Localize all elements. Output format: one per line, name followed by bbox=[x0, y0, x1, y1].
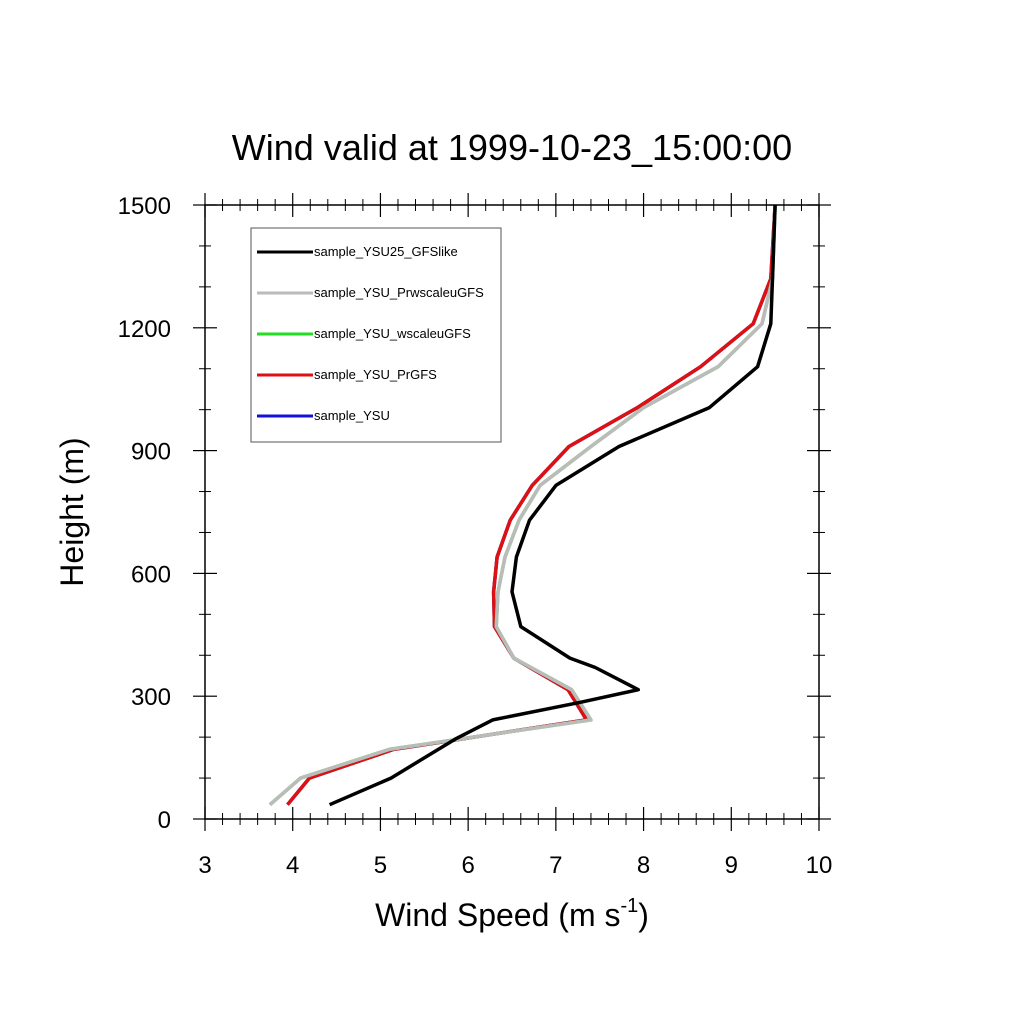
y-tick-label: 1200 bbox=[118, 316, 171, 343]
y-tick-label: 0 bbox=[158, 807, 171, 834]
y-axis-label: Height (m) bbox=[54, 437, 90, 586]
x-tick-label: 6 bbox=[461, 852, 474, 879]
x-tick-label: 8 bbox=[637, 852, 650, 879]
legend-label: sample_YSU_wscaleuGFS bbox=[314, 326, 471, 341]
y-tick-label: 900 bbox=[131, 439, 171, 466]
series-line-sample_YSU_PrwscaleuGFS bbox=[268, 204, 777, 807]
plot-frame bbox=[204, 204, 820, 820]
y-tick-label: 600 bbox=[131, 561, 171, 588]
series-layer bbox=[268, 204, 777, 807]
x-tick-label: 10 bbox=[806, 852, 833, 879]
legend-label: sample_YSU25_GFSlike bbox=[314, 244, 458, 259]
chart-title: Wind valid at 1999-10-23_15:00:00 bbox=[232, 127, 792, 168]
legend-label: sample_YSU bbox=[314, 408, 390, 423]
x-tick-label: 7 bbox=[549, 852, 562, 879]
series-line-sample_YSU25_GFSlike bbox=[328, 204, 777, 807]
x-tick-label: 9 bbox=[725, 852, 738, 879]
x-tick-label: 4 bbox=[286, 852, 299, 879]
y-tick-label: 300 bbox=[131, 684, 171, 711]
legend-label: sample_YSU_PrGFS bbox=[314, 367, 437, 382]
x-tick-label: 3 bbox=[198, 852, 211, 879]
x-axis-label: Wind Speed (m s-1) bbox=[375, 895, 649, 933]
legend-label: sample_YSU_PrwscaleuGFS bbox=[314, 285, 484, 300]
y-tick-label: 1500 bbox=[118, 193, 171, 220]
ticks-layer: 3 4 5 6 7 8 9 10 0 300 600 900 1200 1500 bbox=[118, 193, 833, 879]
x-tick-label: 5 bbox=[374, 852, 387, 879]
legend: sample_YSU25_GFSlike sample_YSU_Prwscaleu… bbox=[250, 227, 502, 443]
